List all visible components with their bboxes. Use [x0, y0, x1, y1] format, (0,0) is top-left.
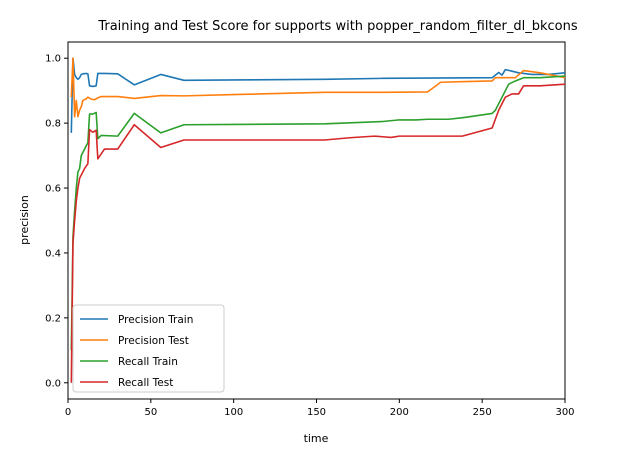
- series-line-recall-test: [70, 83, 566, 383]
- y-tick-label: 0.4: [45, 248, 61, 259]
- legend-box: [72, 304, 225, 393]
- legend-label-precision-test: Precision Test: [118, 335, 189, 347]
- legend-label-recall-train: Recall Train: [118, 356, 178, 368]
- x-tick-label: 300: [555, 407, 574, 418]
- legend: Precision Train Precision Test Recall Trai…: [72, 304, 225, 393]
- legend-label-recall-test: Recall Test: [118, 377, 173, 389]
- y-tick-label: 1.0: [45, 54, 61, 65]
- y-tick-label: 0.8: [45, 119, 61, 130]
- x-tick-label: 200: [390, 407, 409, 418]
- legend-label-precision-train: Precision Train: [118, 314, 193, 326]
- y-tick-label: 0.0: [45, 378, 61, 389]
- legend-items: Precision Train Precision Test Recall Trai…: [80, 314, 193, 389]
- y-axis-label: precision: [18, 195, 31, 245]
- x-tick-label: 150: [307, 407, 326, 418]
- series-line-precision-train: [70, 57, 566, 133]
- x-axis-label: time: [304, 432, 329, 445]
- series-layer: [70, 57, 566, 383]
- series-line-precision-test: [70, 57, 566, 118]
- series-line-recall-train: [70, 75, 566, 351]
- x-tick-label: 0: [65, 407, 71, 418]
- y-tick-label: 0.6: [45, 184, 61, 195]
- x-axis: 0 50 100 150 200 250 300: [65, 399, 575, 418]
- y-axis: 0.0 0.2 0.4 0.6 0.8 1.0: [45, 54, 68, 389]
- x-tick-label: 100: [224, 407, 243, 418]
- y-tick-label: 0.2: [45, 313, 61, 324]
- x-tick-label: 50: [144, 407, 157, 418]
- x-tick-label: 250: [473, 407, 492, 418]
- chart-title: Training and Test Score for supports wit…: [97, 19, 578, 34]
